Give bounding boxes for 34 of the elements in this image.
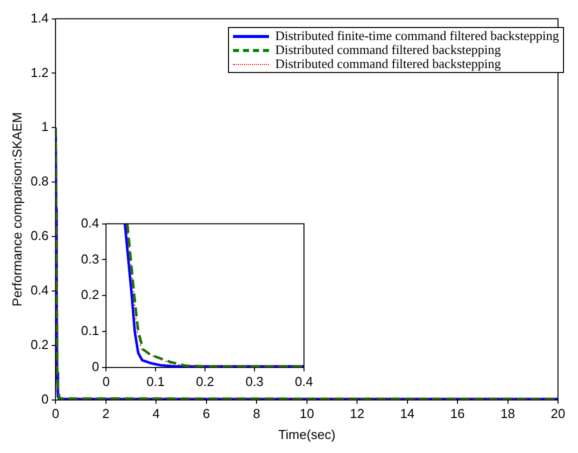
x-tick-label: 0	[102, 374, 110, 389]
x-tick-label: 0	[52, 406, 60, 422]
y-tick-label: 0.3	[80, 251, 100, 266]
x-tick-label: 0.1	[146, 374, 165, 389]
y-tick-label: 0	[41, 391, 49, 406]
y-tick-label: 0.4	[80, 215, 100, 230]
legend-label: Distributed command filtered backstepping	[275, 56, 501, 71]
y-tick-label: 1.2	[30, 64, 49, 80]
x-tick-label: 0.4	[294, 374, 314, 389]
y-axis-title: Performance comparison:SKAEM	[9, 112, 24, 306]
x-tick-label: 0.3	[245, 374, 264, 389]
legend-label: Distributed command filtered backstepping	[275, 42, 501, 57]
x-tick-label: 4	[152, 406, 160, 422]
x-tick-label: 18	[500, 406, 515, 422]
y-tick-label: 0.2	[30, 336, 49, 352]
x-axis-title: Time(sec)	[278, 426, 336, 442]
x-tick-label: 0.2	[196, 374, 214, 389]
y-tick-label: 0	[92, 358, 100, 374]
y-tick-label: 0.2	[80, 287, 100, 302]
y-tick-label: 0.6	[30, 228, 49, 244]
x-tick-label: 6	[202, 406, 210, 422]
y-tick-label: 0.8	[30, 174, 49, 189]
x-tick-label: 20	[550, 406, 566, 422]
x-tick-label: 16	[450, 406, 465, 422]
y-tick-label: 0.1	[80, 323, 100, 338]
x-tick-label: 14	[400, 406, 415, 422]
legend-label: Distributed finite-time command filtered backstepping	[275, 28, 559, 43]
y-tick-label: 1.4	[30, 10, 49, 26]
x-tick-label: 12	[350, 406, 364, 422]
y-tick-label: 0.4	[30, 282, 49, 298]
x-tick-label: 8	[252, 406, 260, 422]
x-tick-label: 10	[300, 406, 314, 422]
y-tick-label: 1	[41, 119, 49, 134]
x-tick-label: 2	[102, 406, 110, 422]
